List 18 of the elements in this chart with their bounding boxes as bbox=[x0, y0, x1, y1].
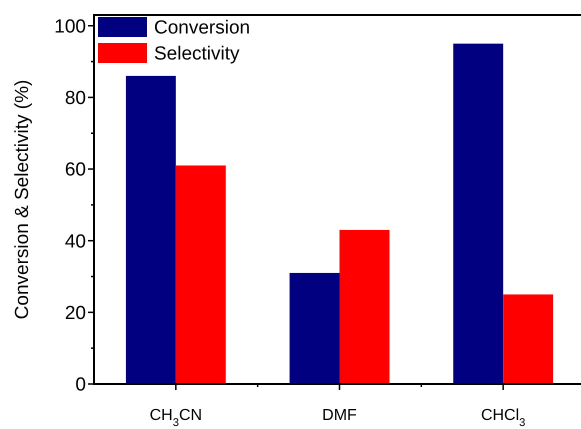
y-tick-label: 100 bbox=[54, 16, 86, 38]
x-tick-label: CHCl$_{3}$ bbox=[480, 407, 526, 429]
y-tick-label: 20 bbox=[64, 303, 86, 324]
y-tick-label: 60 bbox=[64, 160, 86, 181]
legend-label: Conversion bbox=[154, 18, 250, 39]
y-tick-label: 80 bbox=[64, 88, 86, 110]
x-tick-label: CH$_{3}$CN bbox=[150, 407, 202, 429]
y-tick-label: 0 bbox=[75, 374, 86, 396]
y-axis-title: Conversion & Selectivity (%) bbox=[12, 80, 33, 320]
bar bbox=[453, 44, 504, 384]
bar bbox=[290, 272, 340, 384]
y-tick-label: 40 bbox=[64, 231, 86, 252]
bar bbox=[126, 76, 176, 384]
bar bbox=[176, 165, 226, 384]
legend-label: Selectivity bbox=[154, 44, 240, 65]
bar bbox=[503, 294, 554, 384]
bar bbox=[340, 230, 390, 384]
x-tick-label: DMF bbox=[322, 407, 358, 424]
